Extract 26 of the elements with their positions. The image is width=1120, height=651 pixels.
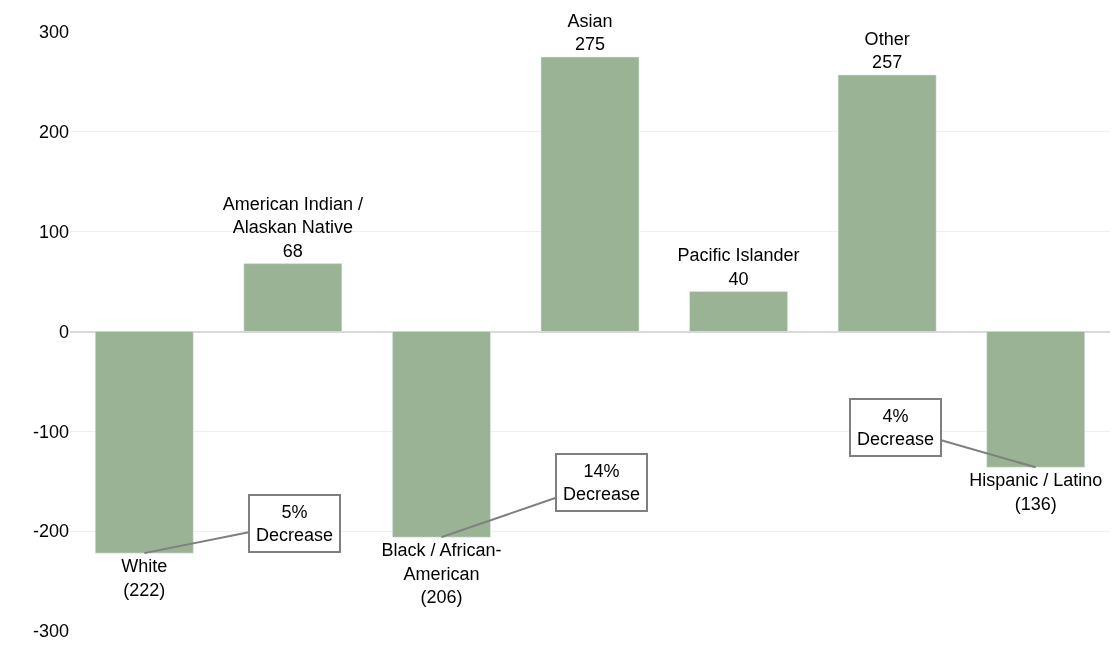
x-tick-label: Hispanic / Latino [969,470,1103,491]
bar [689,291,788,332]
data-label: (222) [123,579,166,600]
y-tick-label: -200 [32,521,69,542]
x-tick-label: Pacific Islander [677,245,800,266]
y-tick-label: 200 [38,122,69,143]
data-label: (136) [1014,493,1057,514]
annotation: 14% Decrease [563,461,641,505]
y-tick-label: -100 [32,421,69,442]
x-tick-label: Other [864,28,910,49]
bar [243,263,343,332]
data-label: (206) [420,586,463,607]
y-tick-label: -300 [32,621,69,642]
annotation: 5% Decrease [256,502,334,546]
y-tick-label: 300 [38,22,69,43]
data-label: 40 [728,268,749,289]
x-tick-label: White [121,556,168,577]
x-tick-label: Asian [567,10,613,31]
annotation: 4% Decrease [857,406,935,450]
x-tick-label: Black / African-American [381,540,502,584]
data-label: 68 [282,240,303,261]
data-label: 275 [574,33,606,54]
y-tick-label: 100 [38,221,69,242]
y-tick-label: 0 [58,321,69,342]
x-tick-label: American Indian / Alaskan Native [222,193,363,238]
data-label: 257 [872,51,903,72]
